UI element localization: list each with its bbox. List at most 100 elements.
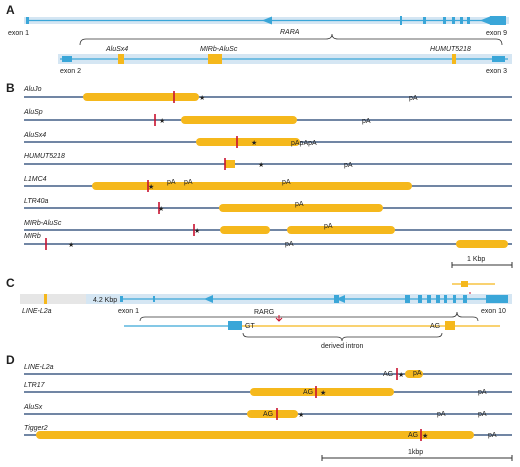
- star-icon: ★: [194, 227, 200, 235]
- rara-exon: [452, 17, 455, 24]
- rara-exon-last-label: exon 9: [486, 30, 507, 37]
- line-l2a-label: LINE-L2a: [22, 308, 52, 315]
- element-label-mirb-alusc: MIRb-AluSc: [200, 46, 238, 53]
- rarg-exon: [453, 295, 456, 303]
- element-bar: [219, 204, 383, 212]
- element-bar: [36, 431, 474, 439]
- pa-label: pA: [295, 201, 304, 208]
- rarg-exon: [463, 295, 467, 303]
- rara-exon: [443, 17, 446, 24]
- element-bar: [287, 226, 395, 234]
- zoom-brace: [139, 311, 479, 322]
- star-icon: ★: [251, 139, 257, 147]
- star-icon: ★: [159, 117, 165, 125]
- row-name-humut5218: HUMUT5218: [24, 153, 65, 160]
- element-bar: [225, 160, 235, 168]
- rarg-exon: [418, 295, 422, 303]
- pa-label: pA: [285, 241, 294, 248]
- pa-label: pA: [488, 432, 497, 439]
- star-icon: ★: [158, 205, 164, 213]
- ag-label: AG: [303, 389, 313, 396]
- rara-exon-first-label: exon 1: [8, 30, 29, 37]
- rara-exon: [460, 17, 463, 24]
- rarg-exon: [153, 296, 155, 302]
- element-humut5218: [452, 54, 456, 64]
- pa-label: pA: [478, 411, 487, 418]
- element-alusx4: [118, 54, 124, 64]
- pa-label: pA: [167, 179, 176, 186]
- element-bar: [405, 370, 423, 378]
- ag-label: AG: [408, 432, 418, 439]
- rara-exon: [467, 17, 470, 24]
- strand-arrow-icon: [204, 295, 213, 303]
- rara-exon: [400, 16, 402, 25]
- star-icon: ★: [199, 94, 205, 102]
- strand-arrow-icon: [480, 16, 490, 25]
- rarg-exon: [486, 295, 508, 303]
- element-exon: [461, 281, 468, 287]
- star-icon: ★: [68, 241, 74, 249]
- pa-label: pA: [478, 389, 487, 396]
- element-mirb-alusc: [208, 54, 222, 64]
- row-name-mirb: MIRb: [24, 233, 41, 240]
- row-name-alujo: AluJo: [23, 86, 42, 93]
- strand-arrow-icon: [336, 295, 345, 303]
- element-line-l2a: [44, 294, 47, 304]
- transcript-exon: [228, 321, 242, 330]
- gap-label: 4.2 Kbp: [93, 297, 117, 304]
- scale-label: 1kbp: [408, 449, 423, 456]
- l2a-gap-bg: [20, 294, 86, 304]
- intron-brace: [242, 332, 443, 342]
- panel-d-rows: LINE-L2a AG ★ pA LTR17 AG ★ pA AluSx AG …: [23, 364, 513, 461]
- rarg-exon: [444, 295, 447, 303]
- rarg-exon: [427, 295, 431, 303]
- rara-exon: [26, 17, 29, 24]
- pa-label: pA: [324, 223, 333, 230]
- pa-label: pA: [409, 95, 418, 102]
- element-label-humut5218: HUMUT5218: [430, 46, 471, 53]
- pa-label: pA: [282, 179, 291, 186]
- rarg-exon: [436, 295, 440, 303]
- star-icon: ★: [398, 371, 404, 379]
- element-bar: [196, 138, 300, 146]
- element-bar: [247, 410, 298, 418]
- gt-label: GT: [245, 323, 255, 330]
- panel-letter-d: D: [6, 353, 15, 367]
- row-name-alusx: AluSx: [23, 404, 43, 411]
- row-name-tigger2: Tigger2: [24, 425, 48, 432]
- star-icon: ★: [148, 183, 154, 191]
- strand-arrow-icon: [262, 16, 272, 25]
- element-bar: [92, 182, 412, 190]
- panel-b-rows: AluJo ★ pA AluSp ★ pA AluSx4 ★ pApApA HU…: [23, 86, 513, 268]
- rarg-exon-last-label: exon 10: [481, 308, 506, 315]
- element-bar: [220, 226, 270, 234]
- element-bar: [250, 388, 394, 396]
- zoom-exon-right-label: exon 3: [486, 68, 507, 75]
- element-bar: [83, 93, 199, 101]
- panel-letter-a: A: [6, 3, 15, 17]
- row-name-l1mc4: L1MC4: [24, 176, 47, 183]
- rarg-exon-first-label: exon 1: [118, 308, 139, 315]
- row-name-alusx4: AluSx4: [23, 132, 46, 139]
- scale-label: 1 Kbp: [467, 256, 485, 263]
- derived-intron-label: derived intron: [321, 343, 364, 350]
- rara-exon: [423, 17, 426, 24]
- pa-label: pA: [413, 370, 422, 377]
- ag-label: AG: [430, 323, 440, 330]
- star-icon: ★: [320, 389, 326, 397]
- derived-exon: [445, 321, 455, 330]
- rarg-exon: [405, 295, 410, 303]
- rara-gene-name: RARA: [280, 29, 300, 36]
- rarg-gene-name: RARG: [254, 309, 274, 316]
- zoom-exon-2: [62, 56, 72, 62]
- zoom-exon-left-label: exon 2: [60, 68, 81, 75]
- arrow-icon: [275, 315, 283, 322]
- zoom-exon-3: [492, 56, 505, 62]
- star-icon: ★: [258, 161, 264, 169]
- pa-label: pA: [437, 411, 446, 418]
- star-icon: ★: [422, 432, 428, 440]
- pa-label: pApApA: [291, 140, 317, 147]
- element-label-alusx4: AluSx4: [105, 46, 128, 53]
- rara-exon: [490, 16, 506, 25]
